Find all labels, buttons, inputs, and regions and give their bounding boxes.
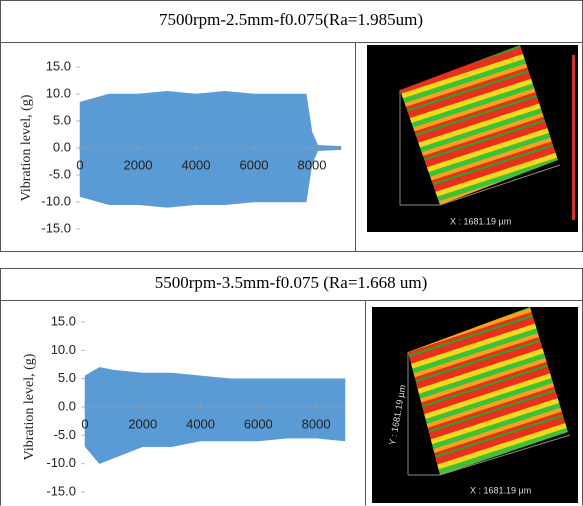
signal-area — [84, 367, 346, 408]
image-axis-label: X : 1681.19 µm — [470, 485, 531, 495]
y-tick-label: 10.0 — [51, 342, 76, 357]
x-tick-label: 0 — [81, 416, 88, 431]
surface-image: X : 1681.19 µm Y : 1681.19 µm — [372, 307, 578, 503]
signal-area — [79, 147, 342, 208]
x-tick-label: 4000 — [186, 416, 215, 431]
y-tick-label: 0.0 — [53, 139, 71, 154]
x-tick-label: 0 — [76, 157, 83, 172]
x-tick-label: 8000 — [298, 157, 327, 172]
image-axis-label: X : 1681.19 µm — [450, 216, 511, 226]
y-tick-label: 10.0 — [46, 85, 71, 100]
y-tick-label: 5.0 — [58, 370, 76, 385]
y-tick-label: 15.0 — [51, 313, 76, 328]
y-tick-label: -10.0 — [46, 455, 76, 470]
panel-title: 5500rpm-3.5mm-f0.075 (Ra=1.668 um) — [155, 273, 428, 292]
signal-area — [79, 91, 342, 149]
y-tick-label: -5.0 — [54, 427, 76, 442]
y-tick-label: -10.0 — [41, 193, 71, 208]
panel-title: 7500rpm-2.5mm-f0.075(Ra=1.985um) — [159, 10, 423, 29]
y-tick-label: 0.0 — [58, 398, 76, 413]
y-tick-label: 5.0 — [53, 112, 71, 127]
chart: 5500rpm-3.5mm-f0.075 (Ra=1.668 um) Vibrat… — [22, 273, 427, 499]
y-tick-label: -15.0 — [41, 220, 71, 235]
signal-area — [84, 406, 346, 464]
chart: 7500rpm-2.5mm-f0.075(Ra=1.985um) Vibratio… — [19, 10, 423, 236]
x-tick-label: 8000 — [302, 416, 331, 431]
x-tick-label: 2000 — [128, 416, 157, 431]
y-tick-label: -5.0 — [49, 166, 71, 181]
x-tick-label: 2000 — [124, 157, 153, 172]
y-tick-label: 15.0 — [46, 58, 71, 73]
y-axis-label: Vibration level, (g) — [19, 94, 34, 201]
surface-image: X : 1681.19 µm — [367, 45, 578, 232]
x-tick-label: 6000 — [240, 157, 269, 172]
x-tick-label: 6000 — [244, 416, 273, 431]
x-tick-label: 4000 — [182, 157, 211, 172]
y-axis-label: Vibration level, (g) — [22, 353, 37, 460]
y-tick-label: -15.0 — [46, 483, 76, 498]
